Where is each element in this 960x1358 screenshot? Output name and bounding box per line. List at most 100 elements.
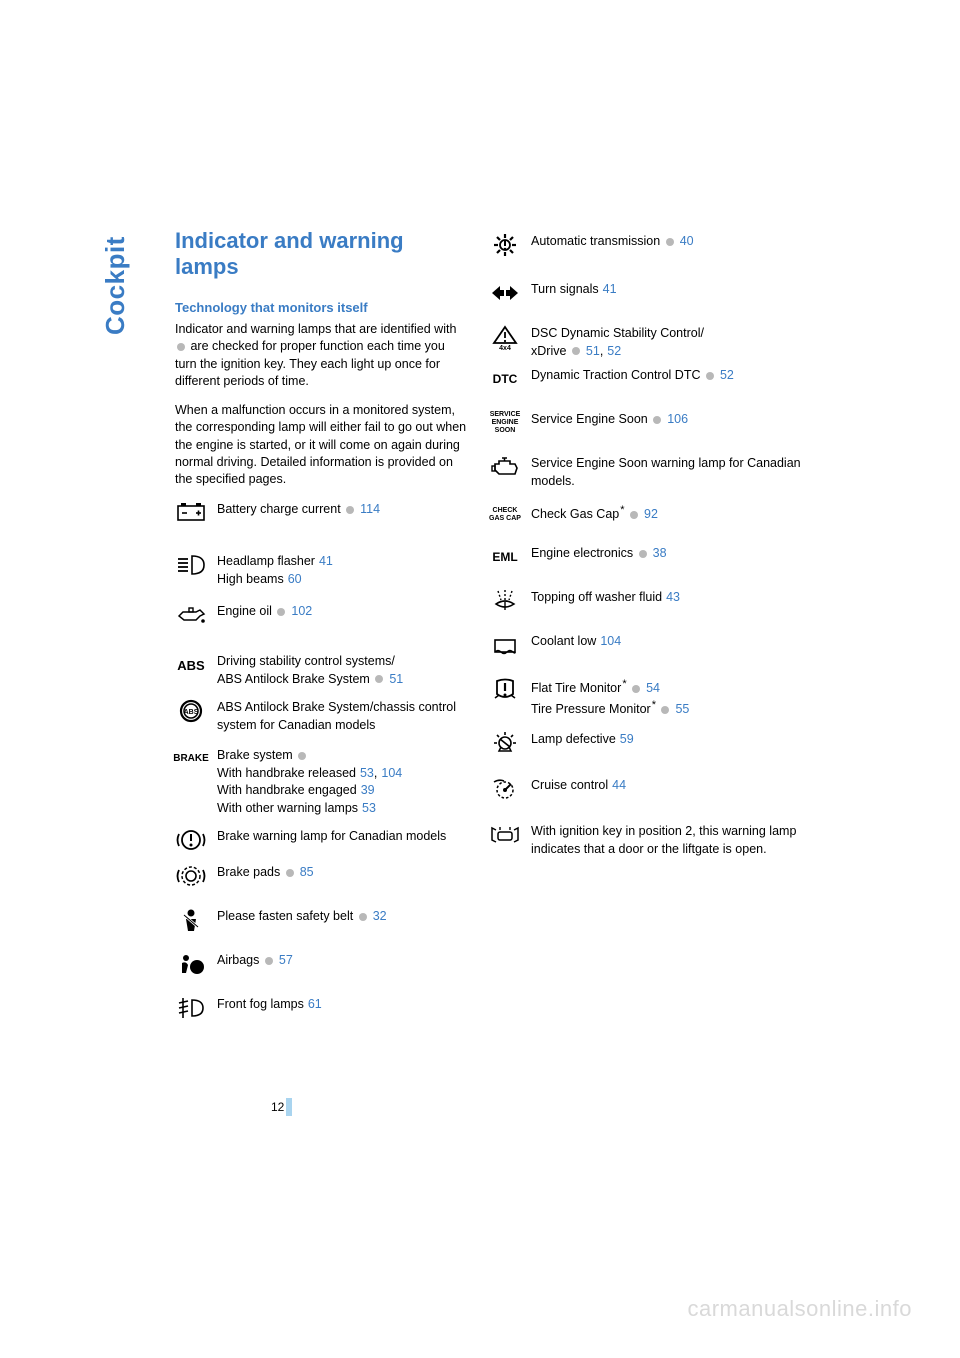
indicator-text: Please fasten safety belt 32 [217,907,387,926]
abs-icon: ABS [175,652,207,678]
indicator-dot-icon [298,752,306,760]
page-ref-link[interactable]: 60 [288,572,302,586]
indicator-item: Topping off washer fluid43 [489,588,829,614]
indicator-dot-icon [639,550,647,558]
indicator-dot-icon [666,238,674,246]
page-ref-link[interactable]: 92 [644,507,658,521]
page-ref-link[interactable]: 102 [291,604,312,618]
indicator-text: Battery charge current 114 [217,500,380,519]
page-ref-link[interactable]: 52 [720,368,734,382]
page-ref-link[interactable]: 51 [586,344,600,358]
page-ref-link[interactable]: 39 [361,783,375,797]
intro-paragraph-1: Indicator and warning lamps that are ide… [175,321,467,390]
seatbelt-icon [175,907,207,933]
indicator-text: Brake warning lamp for Canadian models [217,827,446,846]
indicator-text: Check Gas Cap* 92 [531,502,658,524]
page-ref-link[interactable]: 61 [308,997,322,1011]
indicator-text: Topping off washer fluid43 [531,588,680,607]
flat-tire-icon [489,676,521,702]
indicator-text: Headlamp flasher41High beams60 [217,552,333,588]
page-ref-link[interactable]: 40 [680,234,694,248]
indicator-item: Headlamp flasher41High beams60 [175,552,467,588]
indicator-text: Cruise control44 [531,776,626,795]
indicator-text: Engine oil 102 [217,602,312,621]
right-indicator-list: Automatic transmission 40 Turn signals41 D… [489,232,829,858]
indicator-text: DSC Dynamic Stability Control/xDrive 51,… [531,324,704,360]
foglamp-icon [175,995,207,1021]
page-ref-link[interactable]: 43 [666,590,680,604]
page-ref-link[interactable]: 52 [607,344,621,358]
indicator-dot-icon [630,511,638,519]
indicator-item: DTCDynamic Traction Control DTC 52 [489,366,829,392]
page-ref-link[interactable]: 54 [646,681,660,695]
page-ref-link[interactable]: 104 [600,634,621,648]
page-ref-link[interactable]: 59 [620,732,634,746]
main-content: Indicator and warning lamps Technology t… [175,228,855,1035]
brake-circle-icon [175,827,207,853]
indicator-item: ABS Antilock Brake System/chassis contro… [175,698,467,734]
indicator-item: Airbags 57 [175,951,467,977]
indicator-item: Service Engine Soon warning lamp for Can… [489,454,829,490]
page-ref-link[interactable]: 53 [362,801,376,815]
indicator-dot-icon [277,608,285,616]
page-ref-link[interactable]: 38 [653,546,667,560]
indicator-text: Front fog lamps61 [217,995,322,1014]
coolant-icon [489,632,521,658]
indicator-dot-icon [632,685,640,693]
indicator-text: With ignition key in position 2, this wa… [531,822,829,858]
indicator-item: Automatic transmission 40 [489,232,829,258]
indicator-text: Airbags 57 [217,951,293,970]
page-ref-link[interactable]: 85 [300,865,314,879]
indicator-item: SERVICEENGINESOONService Engine Soon 106 [489,410,829,436]
page-ref-link[interactable]: 57 [279,953,293,967]
dtc-text-icon: DTC [489,366,521,392]
page-ref-link[interactable]: 55 [675,702,689,716]
page-ref-link[interactable]: 53 [360,766,374,780]
dsc-4x4-icon [489,324,521,350]
right-column: Automatic transmission 40 Turn signals41 D… [489,228,829,1035]
indicator-text: Engine electronics 38 [531,544,667,563]
page-ref-link[interactable]: 104 [381,766,402,780]
eml-text-icon: EML [489,544,521,570]
indicator-dot-icon [661,706,669,714]
service-text-icon: SERVICEENGINESOON [489,410,521,436]
battery-icon [175,500,207,526]
indicator-dot-icon [653,416,661,424]
engine-icon [489,454,521,480]
section-subtitle: Technology that monitors itself [175,300,467,315]
page-ref-link[interactable]: 41 [319,554,333,568]
indicator-item: BRAKEBrake system With handbrake release… [175,746,467,817]
section-label: Cockpit [100,236,131,335]
indicator-dot-icon [375,675,383,683]
page-number: 12 [271,1100,284,1114]
intro-paragraph-2: When a malfunction occurs in a monitored… [175,402,467,488]
indicator-text: ABS Antilock Brake System/chassis contro… [217,698,467,734]
page-ref-link[interactable]: 51 [389,672,403,686]
page-ref-link[interactable]: 41 [603,282,617,296]
door-open-icon [489,822,521,848]
indicator-item: CHECKGAS CAPCheck Gas Cap* 92 [489,502,829,528]
indicator-item: Turn signals41 [489,280,829,306]
indicator-text: Lamp defective59 [531,730,634,749]
page-ref-link[interactable]: 44 [612,778,626,792]
page-ref-link[interactable]: 32 [373,909,387,923]
indicator-item: Engine oil 102 [175,602,467,628]
page-tab [286,1098,292,1116]
indicator-item: Battery charge current 114 [175,500,467,526]
page-ref-link[interactable]: 106 [667,412,688,426]
page-ref-link[interactable]: 114 [360,502,380,516]
indicator-dot-icon [265,957,273,965]
indicator-dot-icon [572,347,580,355]
indicator-text: Flat Tire Monitor* 54Tire Pressure Monit… [531,676,689,718]
watermark: carmanualsonline.info [687,1296,912,1322]
lamp-defect-icon [489,730,521,756]
oilcan-icon [175,602,207,628]
indicator-text: Automatic transmission 40 [531,232,694,251]
indicator-item: Please fasten safety belt 32 [175,907,467,933]
airbag-icon [175,951,207,977]
gear-icon [489,232,521,258]
left-indicator-list: Battery charge current 114 Headlamp flash… [175,500,467,1021]
indicator-dot-icon [706,372,714,380]
left-column: Indicator and warning lamps Technology t… [175,228,467,1035]
indicator-text: Brake system With handbrake released53,1… [217,746,402,817]
